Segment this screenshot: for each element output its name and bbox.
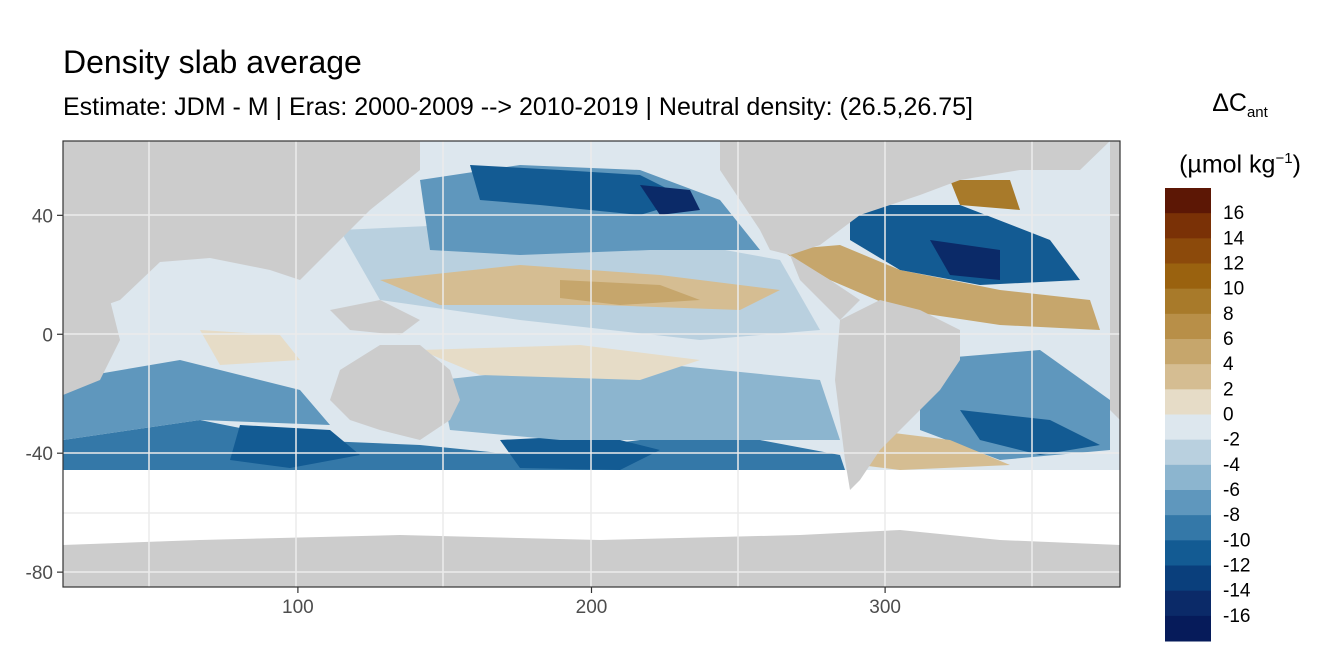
legend-color-swatch [1165,439,1211,466]
y-tick-label: -40 [26,444,53,465]
legend-label: 12 [1223,254,1244,275]
land-americas-north [720,141,1110,255]
atlantic-north-tan [780,245,1100,330]
land-africa [63,300,120,395]
y-tick-label: 0 [42,325,53,346]
north-pacific-dark [470,165,690,215]
legend-color-swatch [1165,364,1211,390]
legend-color-swatch [1165,515,1211,541]
southern-belt-darker [230,425,360,468]
legend-label: -4 [1223,455,1240,476]
legend-label: -16 [1223,606,1250,627]
grid-lines [63,141,1120,587]
land-central-america [790,255,860,320]
legend-color-swatch [1165,490,1211,516]
chart-subtitle: Estimate: JDM - M | Eras: 2000-2009 --> … [63,93,973,121]
land-australia [330,345,460,440]
atlantic-south-dark [960,410,1100,455]
legend-color-swatch [1165,313,1211,340]
legend-color-swatch [1165,188,1211,214]
south-atlantic-tan [860,430,1010,470]
legend-label: 6 [1223,329,1234,350]
y-tick-label: 40 [32,206,53,227]
legend-title-variable: ΔCant [1212,89,1268,121]
legend-color-swatch [1165,389,1211,415]
legend-label: 14 [1223,228,1245,249]
legend-label: -14 [1223,581,1251,602]
legend-color-swatch [1165,213,1211,239]
north-pacific-darkest [640,185,700,215]
indian-tan [200,330,300,365]
legend-color-swatch [1165,414,1211,441]
legend-label: 10 [1223,279,1244,300]
legend-color-swatch [1165,590,1211,617]
x-tick-label: 200 [576,597,608,618]
legend-label: 4 [1223,354,1234,375]
south-pacific-mid [440,360,840,440]
legend-label: 2 [1223,379,1234,400]
pacific-equatorial-tan [420,345,700,380]
legend-label: -12 [1223,556,1250,577]
legend-title-subscript: ant [1246,104,1268,121]
legend-title: ΔCant (µmol kg−1) [1150,80,1330,187]
legend-color-swatch [1165,464,1211,491]
legend-label: 0 [1223,405,1234,426]
land-eurasia [63,141,420,320]
legend-color-swatch [1165,565,1211,592]
ocean-field [63,165,1110,470]
pacific-tan-core [560,280,700,305]
legend-label: -8 [1223,505,1240,526]
chart-title: Density slab average [63,44,362,80]
legend-label: -2 [1223,430,1240,451]
legend-color-swatch [1165,263,1211,290]
legend-title-unit: (µmol kg−1) [1179,150,1301,179]
legend-color-swatch [1165,238,1211,264]
legend-label: -6 [1223,480,1240,501]
y-tick-label: -80 [26,563,53,584]
legend-color-swatch [1165,615,1211,642]
legend-unit-superscript: −1 [1275,150,1293,167]
x-tick-label: 300 [869,597,901,618]
color-legend: 16 14 12 10 8 6 4 2 0 -2 -4 -6 -8 -10 -12 -14 -16 [1165,188,1251,642]
legend-color-swatch [1165,288,1211,315]
legend-label: 16 [1223,203,1244,224]
legend-label: 8 [1223,304,1234,325]
south-indian-mid [63,360,330,440]
x-tick-label: 100 [282,597,314,618]
land-indonesia [330,300,420,335]
legend-label: -10 [1223,530,1250,551]
land-africa-east [1110,141,1120,420]
legend-color-swatch [1165,540,1211,566]
land-south-america [835,300,960,490]
atlantic-north-brown [950,180,1020,210]
legend-color-swatch [1165,339,1211,365]
map-panel [63,141,1120,587]
atlantic-north-darkest [930,240,1000,280]
